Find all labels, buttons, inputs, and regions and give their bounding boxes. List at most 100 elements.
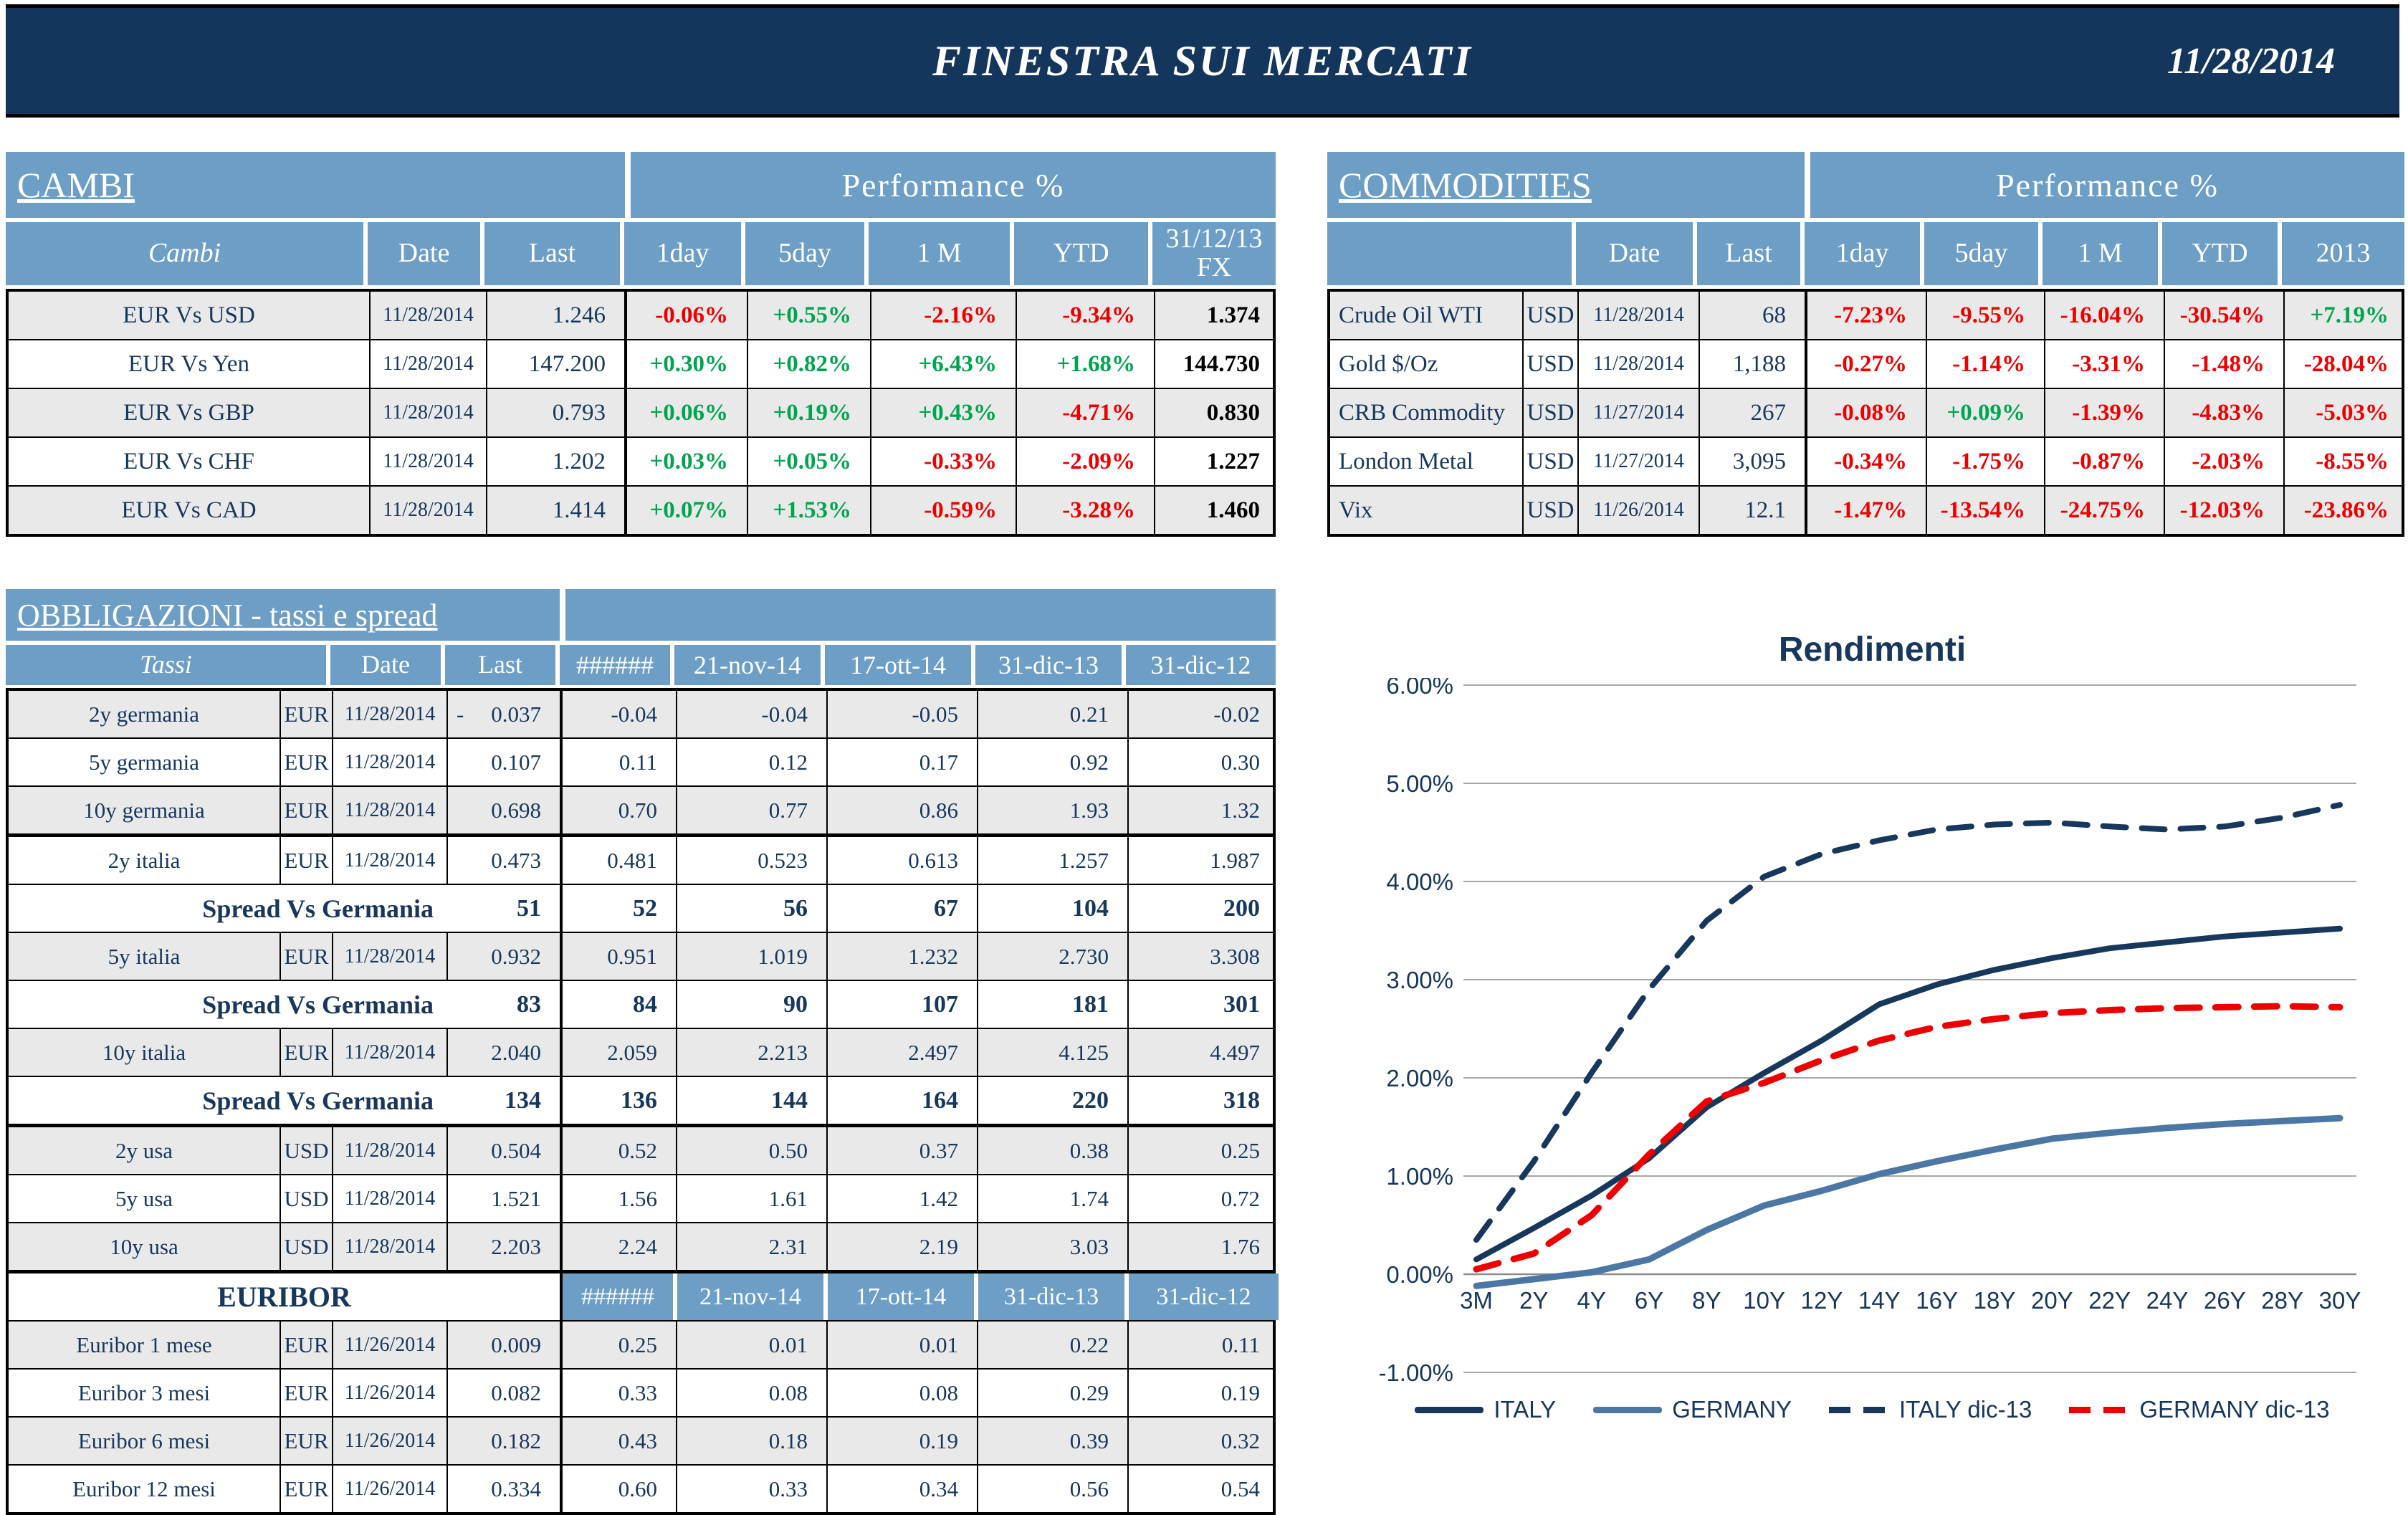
pair-date: 11/28/2014 <box>371 292 487 339</box>
x-axis-label: 3M <box>1460 1287 1493 1314</box>
x-axis-label: 20Y <box>2031 1287 2073 1314</box>
y-axis-label: 4.00% <box>1386 869 1453 895</box>
commodity-name: Gold $/Oz <box>1330 340 1524 388</box>
hist-value: 0.25 <box>1220 1137 1260 1163</box>
rate-last: 0.504 <box>448 1127 563 1174</box>
euribor-col-header: 21-nov-14 <box>677 1273 828 1320</box>
perf-value: +0.06% <box>627 389 748 436</box>
spread-value: 67 <box>828 885 978 932</box>
obbligazioni-section-title: OBBLIGAZIONI - tassi e spread <box>6 589 560 641</box>
hist-value: 0.39 <box>978 1418 1129 1464</box>
series-italy-dic-13 <box>1473 802 2343 1243</box>
rate-date: 11/28/2014 <box>333 1175 448 1222</box>
commodity-last: 267 <box>1700 389 1807 436</box>
col-header-hist-2: 17-ott-14 <box>825 645 975 685</box>
rate-last: 0.698 <box>448 787 563 833</box>
performance-title: Performance % <box>631 152 1276 218</box>
perf-value: -1.39% <box>2045 389 2165 436</box>
commodity-last: 3,095 <box>1700 438 1807 485</box>
header-row: Date Last 1day 5day 1 M YTD 2013 <box>1327 222 2404 285</box>
header-row: Cambi Date Last 1day 5day 1 M YTD 31/12/13 FX <box>6 222 1276 285</box>
perf-value: -0.87% <box>2045 438 2165 485</box>
hist-value: 2.31 <box>677 1223 828 1270</box>
rate-date: 11/28/2014 <box>333 837 448 884</box>
col-header-1m: 1 M <box>2042 222 2162 285</box>
spread-value: 318 <box>1223 1086 1260 1114</box>
commodities-data: Crude Oil WTI USD 11/28/2014 68 -7.23% -9.55%… <box>1327 289 2404 537</box>
table-row: 10y italia EUR 11/28/2014 2.040 2.059 2.213 2.… <box>9 1029 1273 1077</box>
col-header-last: Last <box>445 645 560 685</box>
perf-value: -28.04% <box>2303 350 2389 377</box>
hist-value: 0.22 <box>978 1322 1129 1368</box>
pair-date: 11/28/2014 <box>371 438 487 485</box>
table-row: Euribor 6 mesi EUR 11/26/2014 0.182 0.43 0.18… <box>9 1418 1273 1466</box>
table-row: EUR Vs GBP 11/28/2014 0.793 +0.06% +0.19% +0.… <box>9 389 1273 438</box>
rendimenti-chart: Rendimenti 6.00% 5.00% 4.00% 3.00% 2.00% 1.00… <box>1347 622 2397 1493</box>
y-axis-label: 6.00% <box>1386 678 1453 699</box>
pair-last: 147.200 <box>487 340 627 388</box>
cambi-table: CAMBI Performance % Cambi Date Last 1day 5day 1… <box>6 152 1276 537</box>
pair-date: 11/28/2014 <box>371 389 487 436</box>
legend-line-sample <box>1829 1406 1890 1413</box>
spread-value: 301 <box>1223 990 1260 1018</box>
table-row: EUR Vs CHF 11/28/2014 1.202 +0.03% +0.05% -0.… <box>9 438 1273 487</box>
commodity-currency: USD <box>1524 292 1579 339</box>
pair-last: 1.414 <box>487 487 627 534</box>
hist-value: 0.33 <box>563 1370 677 1416</box>
hist-value: 0.523 <box>677 837 828 884</box>
y-axis-label: 1.00% <box>1386 1163 1453 1190</box>
legend-label: GERMANY dic-13 <box>2139 1396 2330 1423</box>
hist-value: -0.04 <box>563 691 677 737</box>
rate-name: Euribor 6 mesi <box>9 1418 281 1464</box>
hist-value: 0.21 <box>978 691 1129 737</box>
rate-date: 11/28/2014 <box>333 933 448 980</box>
pair-name: EUR Vs USD <box>9 292 371 339</box>
hist-value: 1.56 <box>563 1175 677 1222</box>
perf-value: -3.28% <box>1017 487 1155 534</box>
rate-last: 0.334 <box>448 1466 563 1512</box>
rate-currency: EUR <box>281 933 333 980</box>
perf-value: -9.34% <box>1017 292 1155 339</box>
pair-name: EUR Vs GBP <box>9 389 371 436</box>
legend-item: GERMANY dic-13 <box>2069 1396 2330 1423</box>
chart-plot-area: 6.00% 5.00% 4.00% 3.00% 2.00% 1.00% 0.00% -1.00… <box>1378 672 2361 1386</box>
hist-value: 0.86 <box>828 787 978 833</box>
x-axis-label: 26Y <box>2204 1287 2246 1314</box>
rate-name: Euribor 1 mese <box>9 1322 281 1368</box>
perf-value: -8.55% <box>2316 448 2389 474</box>
x-axis-label: 18Y <box>1974 1287 2016 1314</box>
hist-value: 1.76 <box>1220 1233 1260 1259</box>
commodity-date: 11/28/2014 <box>1579 292 1700 339</box>
rate-currency: EUR <box>281 787 333 833</box>
x-axis-label: 2Y <box>1519 1287 1548 1314</box>
spread-label: Spread Vs Germania <box>202 990 434 1019</box>
perf-value: +1.53% <box>748 487 871 534</box>
rate-last: -0.037 <box>448 691 563 737</box>
table-row: Euribor 12 mesi EUR 11/26/2014 0.334 0.60 0.3… <box>9 1466 1273 1512</box>
hist-value: 2.730 <box>978 933 1129 980</box>
fx-value: 144.730 <box>1182 350 1260 377</box>
table-row: Vix USD 11/26/2014 12.1 -1.47% -13.54% -24.75%… <box>1330 487 2402 534</box>
col-header-cambi: Cambi <box>6 222 368 285</box>
legend-line-sample <box>1415 1406 1484 1413</box>
euribor-label: EURIBOR <box>9 1273 563 1320</box>
spread-label: Spread Vs Germania <box>202 894 434 923</box>
cambi-section-title: CAMBI <box>6 152 625 218</box>
rate-last: 1.521 <box>448 1175 563 1222</box>
perf-value: -0.59% <box>871 487 1017 534</box>
perf-value: -16.04% <box>2045 292 2165 339</box>
hist-value: 0.43 <box>563 1418 677 1464</box>
hist-value: 0.92 <box>978 739 1129 785</box>
table-row: Euribor 1 mese EUR 11/26/2014 0.009 0.25 0.01… <box>9 1322 1273 1370</box>
rate-last: 2.203 <box>448 1223 563 1270</box>
table-row: 2y italia EUR 11/28/2014 0.473 0.481 0.523 0.6… <box>9 837 1273 885</box>
header-row: Tassi Date Last ###### 21-nov-14 17-ott-14 31-… <box>6 645 1276 685</box>
hist-value: 0.951 <box>563 933 677 980</box>
report-date: 11/28/2014 <box>2166 40 2335 82</box>
table-row: Euribor 3 mesi EUR 11/26/2014 0.082 0.33 0.08… <box>9 1370 1273 1418</box>
perf-value: +0.05% <box>748 438 871 485</box>
commodities-table: COMMODITIES Performance % Date Last 1day 5day… <box>1327 152 2404 537</box>
table-row: 2y germania EUR 11/28/2014-0.037 -0.04 -0.04… <box>9 691 1273 739</box>
legend-item: GERMANY <box>1593 1396 1792 1423</box>
commodity-currency: USD <box>1524 487 1579 534</box>
